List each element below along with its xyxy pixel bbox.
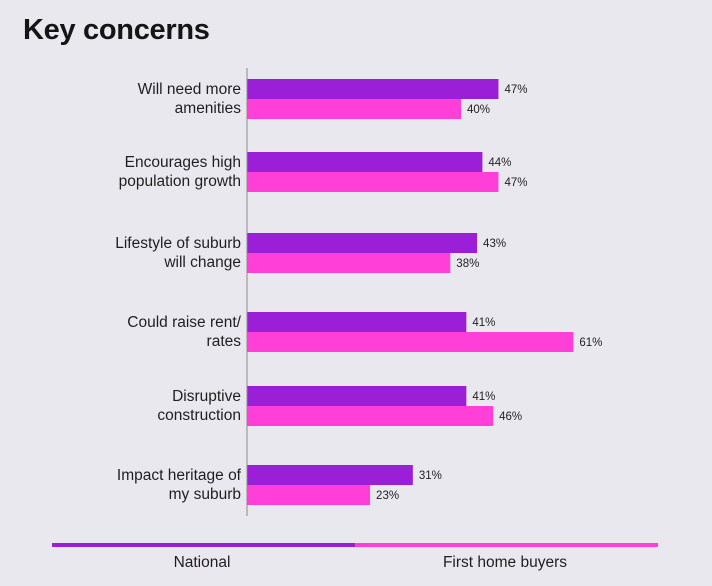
bars-layer bbox=[247, 79, 574, 505]
legend-label: First home buyers bbox=[443, 554, 567, 571]
bar-first-home-buyers bbox=[247, 99, 461, 119]
bar-national bbox=[247, 312, 467, 332]
data-label: 23% bbox=[376, 490, 399, 502]
bar-first-home-buyers bbox=[247, 253, 451, 273]
legend: National First home buyers bbox=[52, 543, 658, 571]
category-label-line: Encourages high bbox=[125, 154, 241, 171]
data-label: 47% bbox=[504, 177, 527, 189]
data-label: 43% bbox=[483, 238, 506, 250]
category-label-line: Impact heritage of bbox=[117, 467, 242, 484]
labels-layer: Will need more amenities 47% 40% Encourages … bbox=[115, 81, 602, 503]
category-label-line: amenities bbox=[175, 100, 242, 117]
category-label-line: Could raise rent/ bbox=[127, 314, 241, 331]
bar-national bbox=[247, 386, 467, 406]
chart-title: Key concerns bbox=[23, 14, 210, 46]
category-label-line: Will need more bbox=[138, 81, 241, 98]
data-label: 41% bbox=[472, 391, 495, 403]
legend-label: National bbox=[174, 554, 231, 571]
category-label-line: will change bbox=[163, 254, 241, 271]
bar-national bbox=[247, 465, 413, 485]
bar-national bbox=[247, 79, 499, 99]
data-label: 44% bbox=[488, 157, 511, 169]
category-label-line: Disruptive bbox=[172, 388, 241, 405]
bar-first-home-buyers bbox=[247, 332, 574, 352]
bar-first-home-buyers bbox=[247, 485, 371, 505]
bar-national bbox=[247, 233, 478, 253]
data-label: 46% bbox=[499, 411, 522, 423]
bar-national bbox=[247, 152, 483, 172]
data-label: 41% bbox=[472, 317, 495, 329]
bar-first-home-buyers bbox=[247, 406, 494, 426]
data-label: 47% bbox=[504, 84, 527, 96]
category-label-line: my suburb bbox=[169, 486, 241, 503]
category-label-line: Lifestyle of suburb bbox=[115, 235, 241, 252]
category-label-line: population growth bbox=[119, 173, 241, 190]
category-label: Will need more amenities bbox=[138, 81, 242, 117]
data-label: 40% bbox=[467, 104, 490, 116]
category-label: Impact heritage of my suburb bbox=[117, 467, 242, 503]
category-label: Could raise rent/rates bbox=[127, 314, 241, 350]
data-label: 38% bbox=[456, 258, 479, 270]
category-label: Encourages high population growth bbox=[119, 154, 241, 190]
category-label-line: rates bbox=[207, 333, 242, 350]
data-label: 31% bbox=[419, 470, 442, 482]
category-label-line: construction bbox=[157, 407, 241, 424]
category-label: Lifestyle of suburb will change bbox=[115, 235, 241, 271]
data-label: 61% bbox=[579, 337, 602, 349]
bar-first-home-buyers bbox=[247, 172, 499, 192]
category-label: Disruptive construction bbox=[157, 388, 241, 424]
